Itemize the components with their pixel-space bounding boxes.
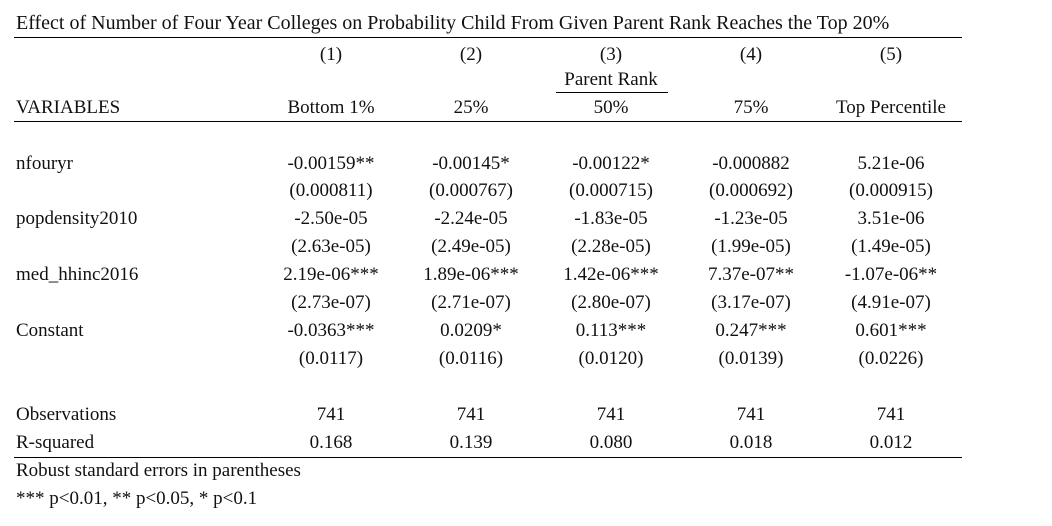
- coefficient-cell: -1.07e-06**: [844, 264, 938, 285]
- column-number: (5): [879, 44, 903, 65]
- top-rule: [14, 37, 962, 38]
- standard-error-cell: (2.71e-07): [431, 292, 511, 313]
- row-label: nfouryr: [16, 153, 73, 174]
- coefficient-cell: -2.50e-05: [294, 208, 368, 229]
- stat-label: R-squared: [16, 432, 95, 453]
- standard-error-cell: (0.000767): [429, 180, 513, 201]
- stat-cell: 741: [876, 404, 906, 425]
- coefficient-cell: -1.83e-05: [574, 208, 648, 229]
- standard-error-cell: (2.49e-05): [431, 236, 511, 257]
- coefficient-cell: 0.0209*: [440, 320, 502, 341]
- coefficient-cell: 0.601***: [855, 320, 927, 341]
- column-label: 75%: [733, 97, 769, 118]
- standard-error-cell: (0.000811): [289, 180, 373, 201]
- header-rule: [14, 121, 962, 122]
- standard-error-cell: (0.000915): [849, 180, 933, 201]
- coefficient-cell: 3.51e-06: [857, 208, 925, 229]
- coefficient-cell: 1.42e-06***: [563, 264, 659, 285]
- stat-label: Observations: [16, 404, 117, 425]
- standard-error-cell: (2.80e-07): [571, 292, 651, 313]
- row-label: popdensity2010: [16, 208, 138, 229]
- coefficient-cell: -0.00122*: [572, 153, 650, 174]
- standard-error-cell: (2.73e-07): [291, 292, 371, 313]
- coefficient-cell: -0.0363***: [287, 320, 375, 341]
- standard-error-cell: (0.0120): [578, 348, 644, 369]
- footnote-standard-errors: Robust standard errors in parentheses: [16, 460, 301, 481]
- coefficient-cell: 2.19e-06***: [283, 264, 379, 285]
- stat-cell: 741: [736, 404, 766, 425]
- table-title: Effect of Number of Four Year Colleges o…: [16, 12, 890, 34]
- coefficient-cell: 1.89e-06***: [423, 264, 519, 285]
- standard-error-cell: (0.0116): [438, 348, 504, 369]
- coefficient-cell: -2.24e-05: [434, 208, 508, 229]
- standard-error-cell: (1.99e-05): [711, 236, 791, 257]
- standard-error-cell: (0.000715): [569, 180, 653, 201]
- standard-error-cell: (3.17e-07): [711, 292, 791, 313]
- row-label: med_hhinc2016: [16, 264, 139, 285]
- footnote-significance: *** p<0.01, ** p<0.05, * p<0.1: [16, 488, 258, 509]
- column-number: (2): [459, 44, 483, 65]
- group-underline: [556, 92, 668, 93]
- standard-error-cell: (0.000692): [709, 180, 793, 201]
- standard-error-cell: (0.0226): [858, 348, 924, 369]
- standard-error-cell: (0.0117): [298, 348, 364, 369]
- bottom-rule: [14, 457, 962, 458]
- parent-rank-group-label: Parent Rank: [564, 69, 658, 90]
- column-label: Bottom 1%: [287, 97, 375, 118]
- coefficient-cell: 0.247***: [715, 320, 787, 341]
- column-number: (1): [319, 44, 343, 65]
- stat-cell: 0.139: [449, 432, 493, 453]
- coefficient-cell: -0.000882: [712, 153, 790, 174]
- coefficient-cell: -0.00145*: [432, 153, 510, 174]
- column-number: (4): [739, 44, 763, 65]
- stat-cell: 741: [596, 404, 626, 425]
- coefficient-cell: 5.21e-06: [857, 153, 925, 174]
- standard-error-cell: (1.49e-05): [851, 236, 931, 257]
- row-label: Constant: [16, 320, 84, 341]
- stat-cell: 0.080: [589, 432, 633, 453]
- coefficient-cell: -0.00159**: [287, 153, 375, 174]
- variables-header: VARIABLES: [16, 97, 121, 118]
- stat-cell: 0.168: [309, 432, 353, 453]
- coefficient-cell: 0.113***: [575, 320, 647, 341]
- column-number: (3): [599, 44, 623, 65]
- coefficient-cell: 7.37e-07**: [707, 264, 794, 285]
- standard-error-cell: (2.63e-05): [291, 236, 371, 257]
- column-label: 50%: [593, 97, 629, 118]
- stat-cell: 741: [456, 404, 486, 425]
- standard-error-cell: (0.0139): [718, 348, 784, 369]
- coefficient-cell: -1.23e-05: [714, 208, 788, 229]
- stat-cell: 741: [316, 404, 346, 425]
- standard-error-cell: (4.91e-07): [851, 292, 931, 313]
- column-label: Top Percentile: [836, 97, 946, 118]
- stat-cell: 0.012: [869, 432, 913, 453]
- column-label: 25%: [453, 97, 489, 118]
- standard-error-cell: (2.28e-05): [571, 236, 651, 257]
- stat-cell: 0.018: [729, 432, 773, 453]
